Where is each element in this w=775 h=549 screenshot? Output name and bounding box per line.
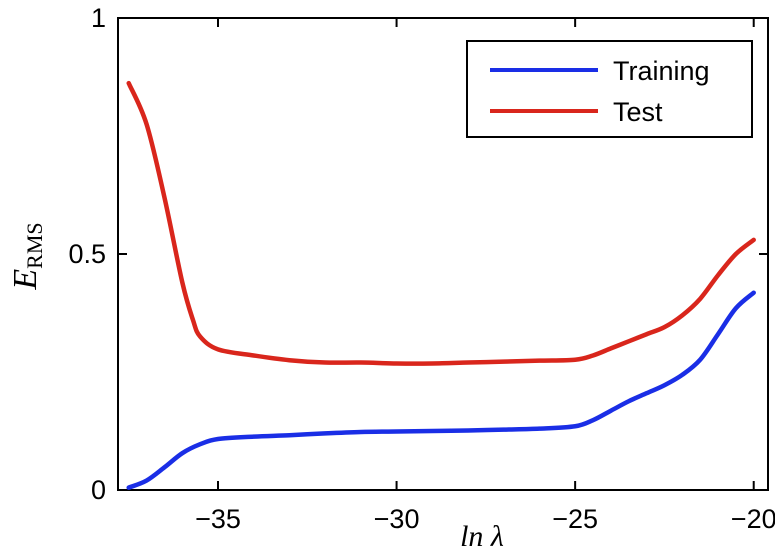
x-tick-label: −25 bbox=[552, 504, 598, 534]
y-axis-label: ERMS bbox=[7, 222, 47, 290]
x-tick-label: −35 bbox=[195, 504, 241, 534]
series-layer bbox=[126, 80, 756, 490]
legend-box bbox=[466, 40, 753, 138]
series-line-training bbox=[126, 290, 756, 490]
x-axis-ticks: −35 −30 −25 −20 bbox=[195, 18, 775, 534]
x-axis-label: ln λ bbox=[460, 520, 504, 549]
series-line-test bbox=[126, 80, 756, 366]
y-tick-label: 0 bbox=[91, 475, 106, 505]
y-tick-label: 1 bbox=[91, 3, 106, 33]
legend-label-test: Test bbox=[613, 97, 663, 127]
y-tick-label: 0.5 bbox=[68, 239, 106, 269]
x-tick-label: −20 bbox=[731, 504, 775, 534]
x-tick-label: −30 bbox=[374, 504, 420, 534]
legend: Training Test bbox=[466, 40, 753, 138]
y-axis-ticks: 00.51 bbox=[68, 3, 768, 505]
legend-label-training: Training bbox=[613, 56, 710, 86]
